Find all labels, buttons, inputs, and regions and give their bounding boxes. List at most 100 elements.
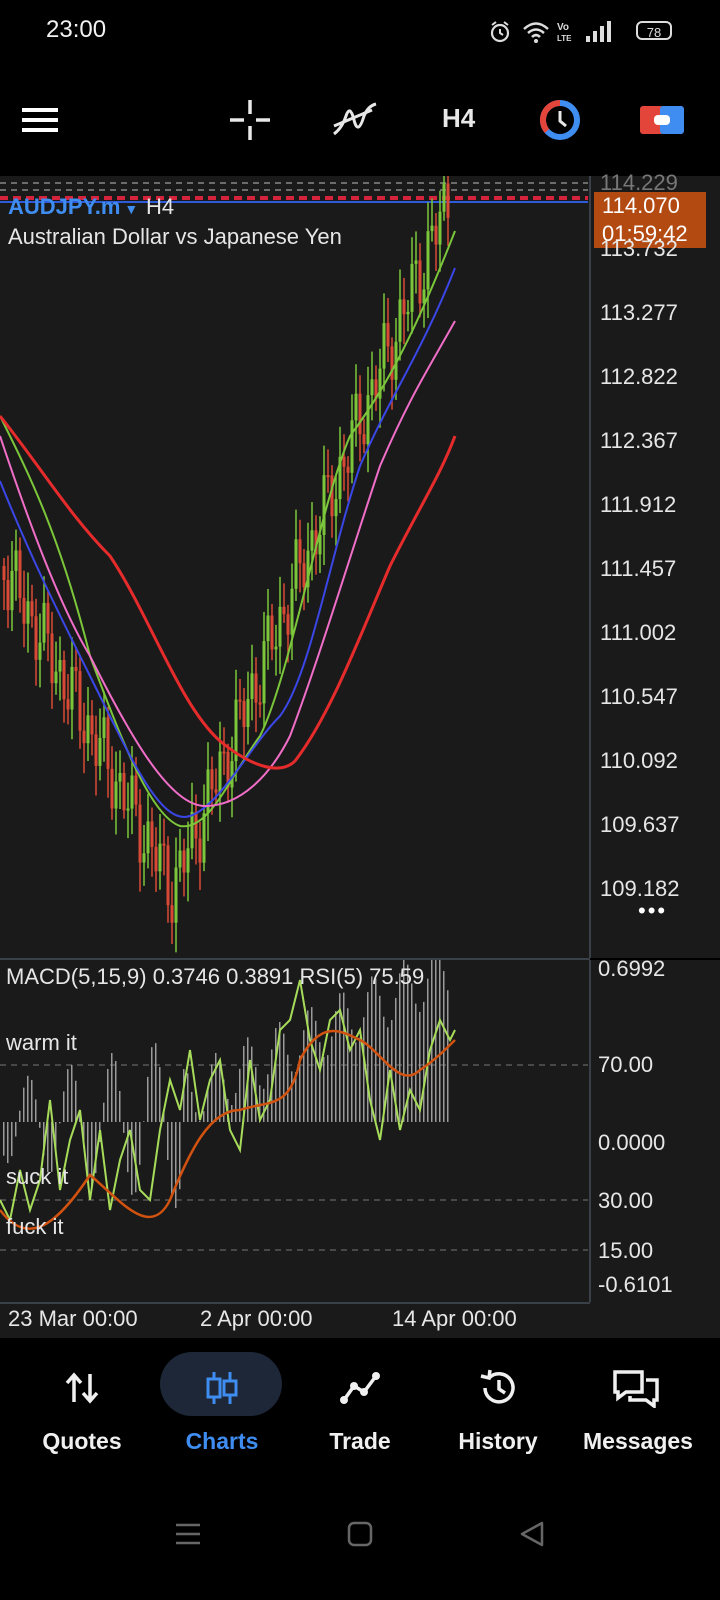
home-icon[interactable] [346,1520,374,1548]
candle-body [22,597,26,624]
price-chart-canvas[interactable] [0,176,720,958]
symbol-label[interactable]: AUDJPY.m [8,194,121,219]
level-note-fuck: fuck it [6,1214,64,1239]
candle-body [438,211,442,245]
candle-body [242,701,246,728]
nav-history[interactable]: History [428,1338,568,1480]
candle-body [150,821,154,847]
candle-body [406,311,410,315]
candle-body [178,850,182,868]
histogram-bar [107,1068,109,1122]
histogram-bar [375,978,377,1122]
histogram-bar [47,1122,49,1173]
candle-body [286,614,290,635]
histogram-bar [43,1122,45,1156]
candle-body [66,699,70,710]
candle-body [90,715,94,735]
candle-body [58,659,62,672]
histogram-bar [63,1091,65,1122]
candle-body [278,606,282,647]
candle-body [326,475,330,478]
svg-text:Vo: Vo [557,22,569,33]
crosshair-icon[interactable] [228,98,272,142]
candle-body [390,346,394,380]
histogram-bar [447,990,449,1122]
symbol-name[interactable]: AUDJPY.m ▼ [8,194,138,220]
histogram-bar [383,1016,385,1122]
candle-body [94,734,98,766]
histogram-bar [355,1042,357,1122]
nav-history-label: History [458,1428,538,1454]
candle-body [270,615,274,650]
candle-body [6,580,10,611]
candle-body [190,811,194,849]
bar-countdown: 01:59:42 [602,221,688,246]
trade-icon[interactable] [640,102,684,138]
price-level-label: 110.092 [600,748,678,773]
candle-body [2,566,6,580]
nav-trade[interactable]: Trade [290,1338,430,1480]
svg-text:LTE: LTE [557,34,572,43]
indicator-level-zero: 0.0000 [598,1130,666,1155]
level-note-warm: warm it [6,1030,77,1055]
candle-body [182,850,186,873]
nav-trade-label: Trade [329,1428,391,1454]
candle-body [114,781,118,809]
histogram-bar [171,1122,173,1197]
candle-body [254,673,258,703]
recent-apps-icon[interactable] [174,1520,202,1548]
candle-body [370,379,374,396]
histogram-bar [151,1047,153,1122]
symbol-dropdown-icon[interactable]: ▼ [120,201,139,217]
nav-quotes[interactable]: Quotes [12,1338,152,1480]
candle-body [170,905,174,923]
timeframe-selector[interactable]: H4 [442,103,476,133]
period-icon[interactable] [538,98,582,142]
ma-red-line [0,415,457,770]
candle-body [274,646,278,650]
candle-body [30,601,34,617]
candle-body [102,717,106,738]
histogram-bar [283,1033,285,1122]
ma-green-line [0,230,456,828]
histogram-bar [39,1122,41,1128]
price-chart[interactable]: 114.229 114.070 01:59:42 113.732 113.277 1… [0,170,720,958]
candle-body [194,811,198,839]
indicators-icon[interactable] [332,98,378,142]
price-level-label: 111.457 [600,556,677,581]
histogram-bar [67,1069,69,1122]
rsi-line [0,979,456,1224]
back-icon[interactable] [518,1520,546,1548]
histogram-bar [251,1046,253,1122]
more-options-icon[interactable]: ••• [638,898,668,923]
histogram-bar [351,1029,353,1122]
histogram-bar [239,1068,241,1122]
candle-body [430,225,434,232]
candle-body [318,535,322,555]
candle-body [402,299,406,315]
histogram-bar [191,1091,193,1122]
histogram-bar [87,1122,89,1176]
indicator-level-15: 15.00 [598,1238,654,1263]
candle-body [122,772,126,811]
histogram-bar [11,1122,13,1157]
candle-body [162,843,166,846]
candle-body [54,671,58,684]
history-icon [480,1369,515,1404]
time-label-3: 14 Apr 00:00 [392,1306,517,1331]
pane-divider [0,958,590,960]
menu-icon[interactable] [22,106,58,134]
indicator-pane[interactable]: MACD(5,15,9) 0.3746 0.3891 RSI(5) 75.59 … [0,956,720,1302]
system-navigation-bar [0,1480,720,1600]
candle-body [330,475,334,517]
histogram-bar [243,1046,245,1122]
histogram-bar [19,1110,21,1122]
histogram-bar [287,1054,289,1122]
nav-charts[interactable]: Charts [152,1338,292,1480]
nav-charts-label: Charts [185,1428,259,1454]
nav-messages[interactable]: Messages [568,1338,708,1480]
candle-body [434,225,438,245]
candle-body [310,530,314,551]
histogram-bar [71,1064,73,1122]
candle-body [202,813,206,863]
